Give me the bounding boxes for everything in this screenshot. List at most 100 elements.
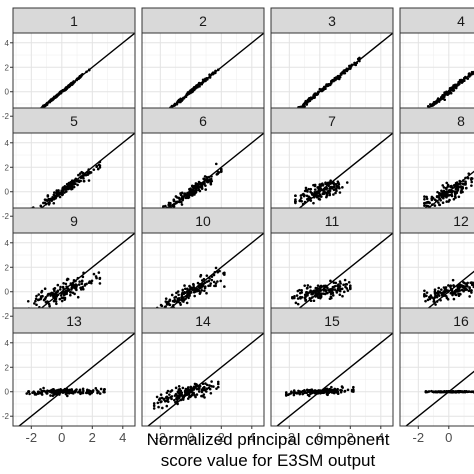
data-point: [319, 289, 323, 292]
data-point: [216, 380, 220, 384]
data-point: [64, 190, 68, 193]
data-point: [63, 185, 67, 188]
data-point: [160, 400, 163, 403]
data-point: [311, 96, 315, 99]
data-point: [180, 98, 184, 101]
data-point: [208, 387, 212, 391]
data-point: [53, 191, 56, 194]
data-point: [178, 198, 182, 202]
data-point: [180, 203, 184, 206]
data-point: [312, 183, 315, 187]
data-point: [299, 194, 303, 197]
data-point: [62, 287, 65, 291]
data-point: [82, 287, 85, 291]
data-point: [181, 386, 185, 390]
data-point: [443, 390, 446, 393]
data-point: [80, 170, 83, 174]
data-point: [446, 185, 450, 188]
data-point: [186, 386, 190, 389]
data-point: [170, 395, 174, 398]
data-point: [212, 273, 216, 277]
data-point: [435, 295, 439, 299]
data-point: [187, 92, 191, 96]
data-point: [300, 199, 303, 203]
data-point: [438, 203, 442, 207]
data-point: [425, 291, 429, 294]
data-point: [210, 72, 214, 75]
data-point: [169, 390, 172, 393]
data-point: [220, 170, 223, 173]
data-point: [176, 300, 180, 304]
data-point: [89, 171, 93, 174]
data-point: [447, 390, 450, 394]
data-point: [442, 189, 446, 193]
data-point: [305, 189, 309, 193]
data-point: [454, 390, 458, 393]
data-point: [53, 297, 57, 300]
data-point: [171, 203, 175, 207]
data-point: [60, 292, 63, 295]
data-point: [79, 75, 83, 78]
data-point: [74, 283, 78, 287]
data-point: [337, 181, 340, 185]
data-point: [177, 384, 181, 388]
data-point: [339, 72, 343, 76]
data-point: [40, 390, 44, 394]
data-point: [174, 200, 178, 204]
data-point: [63, 296, 67, 300]
data-point: [52, 97, 55, 100]
data-point: [303, 284, 306, 287]
data-point: [40, 393, 44, 396]
data-point: [325, 84, 328, 88]
data-point: [185, 301, 189, 305]
data-point: [210, 380, 213, 383]
data-point: [325, 191, 328, 195]
data-point: [454, 293, 457, 296]
data-point: [161, 406, 164, 410]
data-point: [39, 388, 42, 391]
data-point: [58, 92, 62, 95]
data-point: [94, 275, 98, 278]
data-point: [192, 190, 196, 194]
data-point: [308, 297, 312, 300]
data-point: [295, 294, 299, 297]
data-point: [462, 79, 465, 82]
data-point: [425, 195, 428, 199]
data-point: [52, 201, 56, 205]
data-point: [69, 282, 73, 285]
data-point: [72, 185, 76, 189]
data-point: [450, 190, 454, 194]
data-point: [53, 286, 57, 290]
data-point: [66, 183, 69, 187]
y-tick-label: 0: [5, 188, 10, 197]
data-point: [209, 180, 212, 183]
data-point: [52, 292, 55, 295]
facet-strip: [270, 207, 394, 234]
data-point: [203, 285, 207, 289]
facet-strip: [12, 107, 136, 134]
panel-border: [141, 332, 265, 427]
data-point: [198, 286, 202, 290]
data-point: [307, 187, 310, 191]
data-point: [446, 297, 450, 301]
data-point: [199, 181, 202, 185]
data-point: [308, 196, 312, 200]
data-point: [165, 404, 169, 408]
panel-plot-area: [13, 233, 135, 326]
data-point: [328, 288, 331, 291]
data-point: [459, 78, 463, 82]
data-point: [193, 193, 196, 196]
data-point: [87, 68, 91, 71]
data-point: [98, 392, 102, 395]
data-point: [188, 395, 192, 398]
data-point: [97, 271, 101, 274]
data-point: [464, 75, 467, 79]
data-point: [176, 399, 179, 403]
data-point: [193, 86, 197, 90]
data-point: [48, 390, 52, 393]
data-point: [54, 300, 58, 303]
data-point: [326, 286, 329, 289]
data-point: [77, 180, 81, 184]
data-point: [333, 288, 337, 291]
data-point: [176, 290, 180, 293]
